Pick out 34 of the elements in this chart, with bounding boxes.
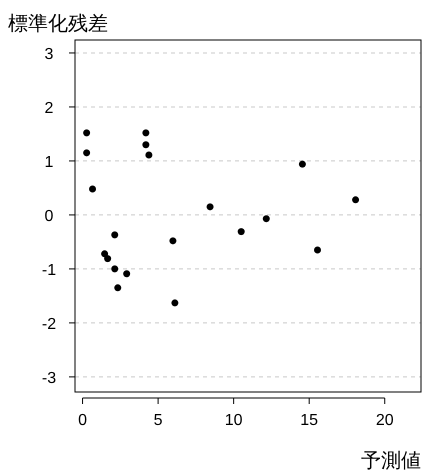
y-tick-label: 0 [44, 208, 54, 225]
point [114, 284, 122, 292]
y-tick-label: 1 [44, 154, 54, 171]
point [169, 237, 176, 244]
point [111, 265, 118, 272]
x-tick-label: 0 [78, 412, 88, 429]
point [238, 228, 245, 236]
point [262, 215, 270, 222]
point [206, 203, 214, 210]
point [83, 149, 90, 156]
y-tick-label: 3 [44, 46, 54, 63]
point [145, 151, 152, 158]
x-tick-label: 20 [376, 412, 394, 429]
x-tick-label: 5 [154, 412, 163, 429]
point [89, 186, 96, 193]
y-tick-label: 2 [44, 100, 54, 117]
point [101, 250, 108, 258]
point [142, 129, 150, 136]
y-tick-label: -2 [42, 316, 56, 333]
point [352, 196, 360, 204]
y-axis-title: 標準化残差 [8, 13, 108, 35]
x-axis-title: 予測値 [361, 450, 421, 472]
y-tick-label: -1 [42, 262, 56, 279]
x-tick-label: 10 [224, 412, 243, 429]
point [314, 246, 321, 254]
y-tick-label: -3 [42, 370, 56, 387]
point [83, 129, 90, 136]
point [123, 270, 130, 278]
x-tick-label: 15 [300, 412, 318, 429]
point [104, 255, 112, 262]
point [142, 141, 150, 148]
point [171, 299, 178, 306]
point [111, 231, 118, 238]
point [298, 160, 306, 168]
